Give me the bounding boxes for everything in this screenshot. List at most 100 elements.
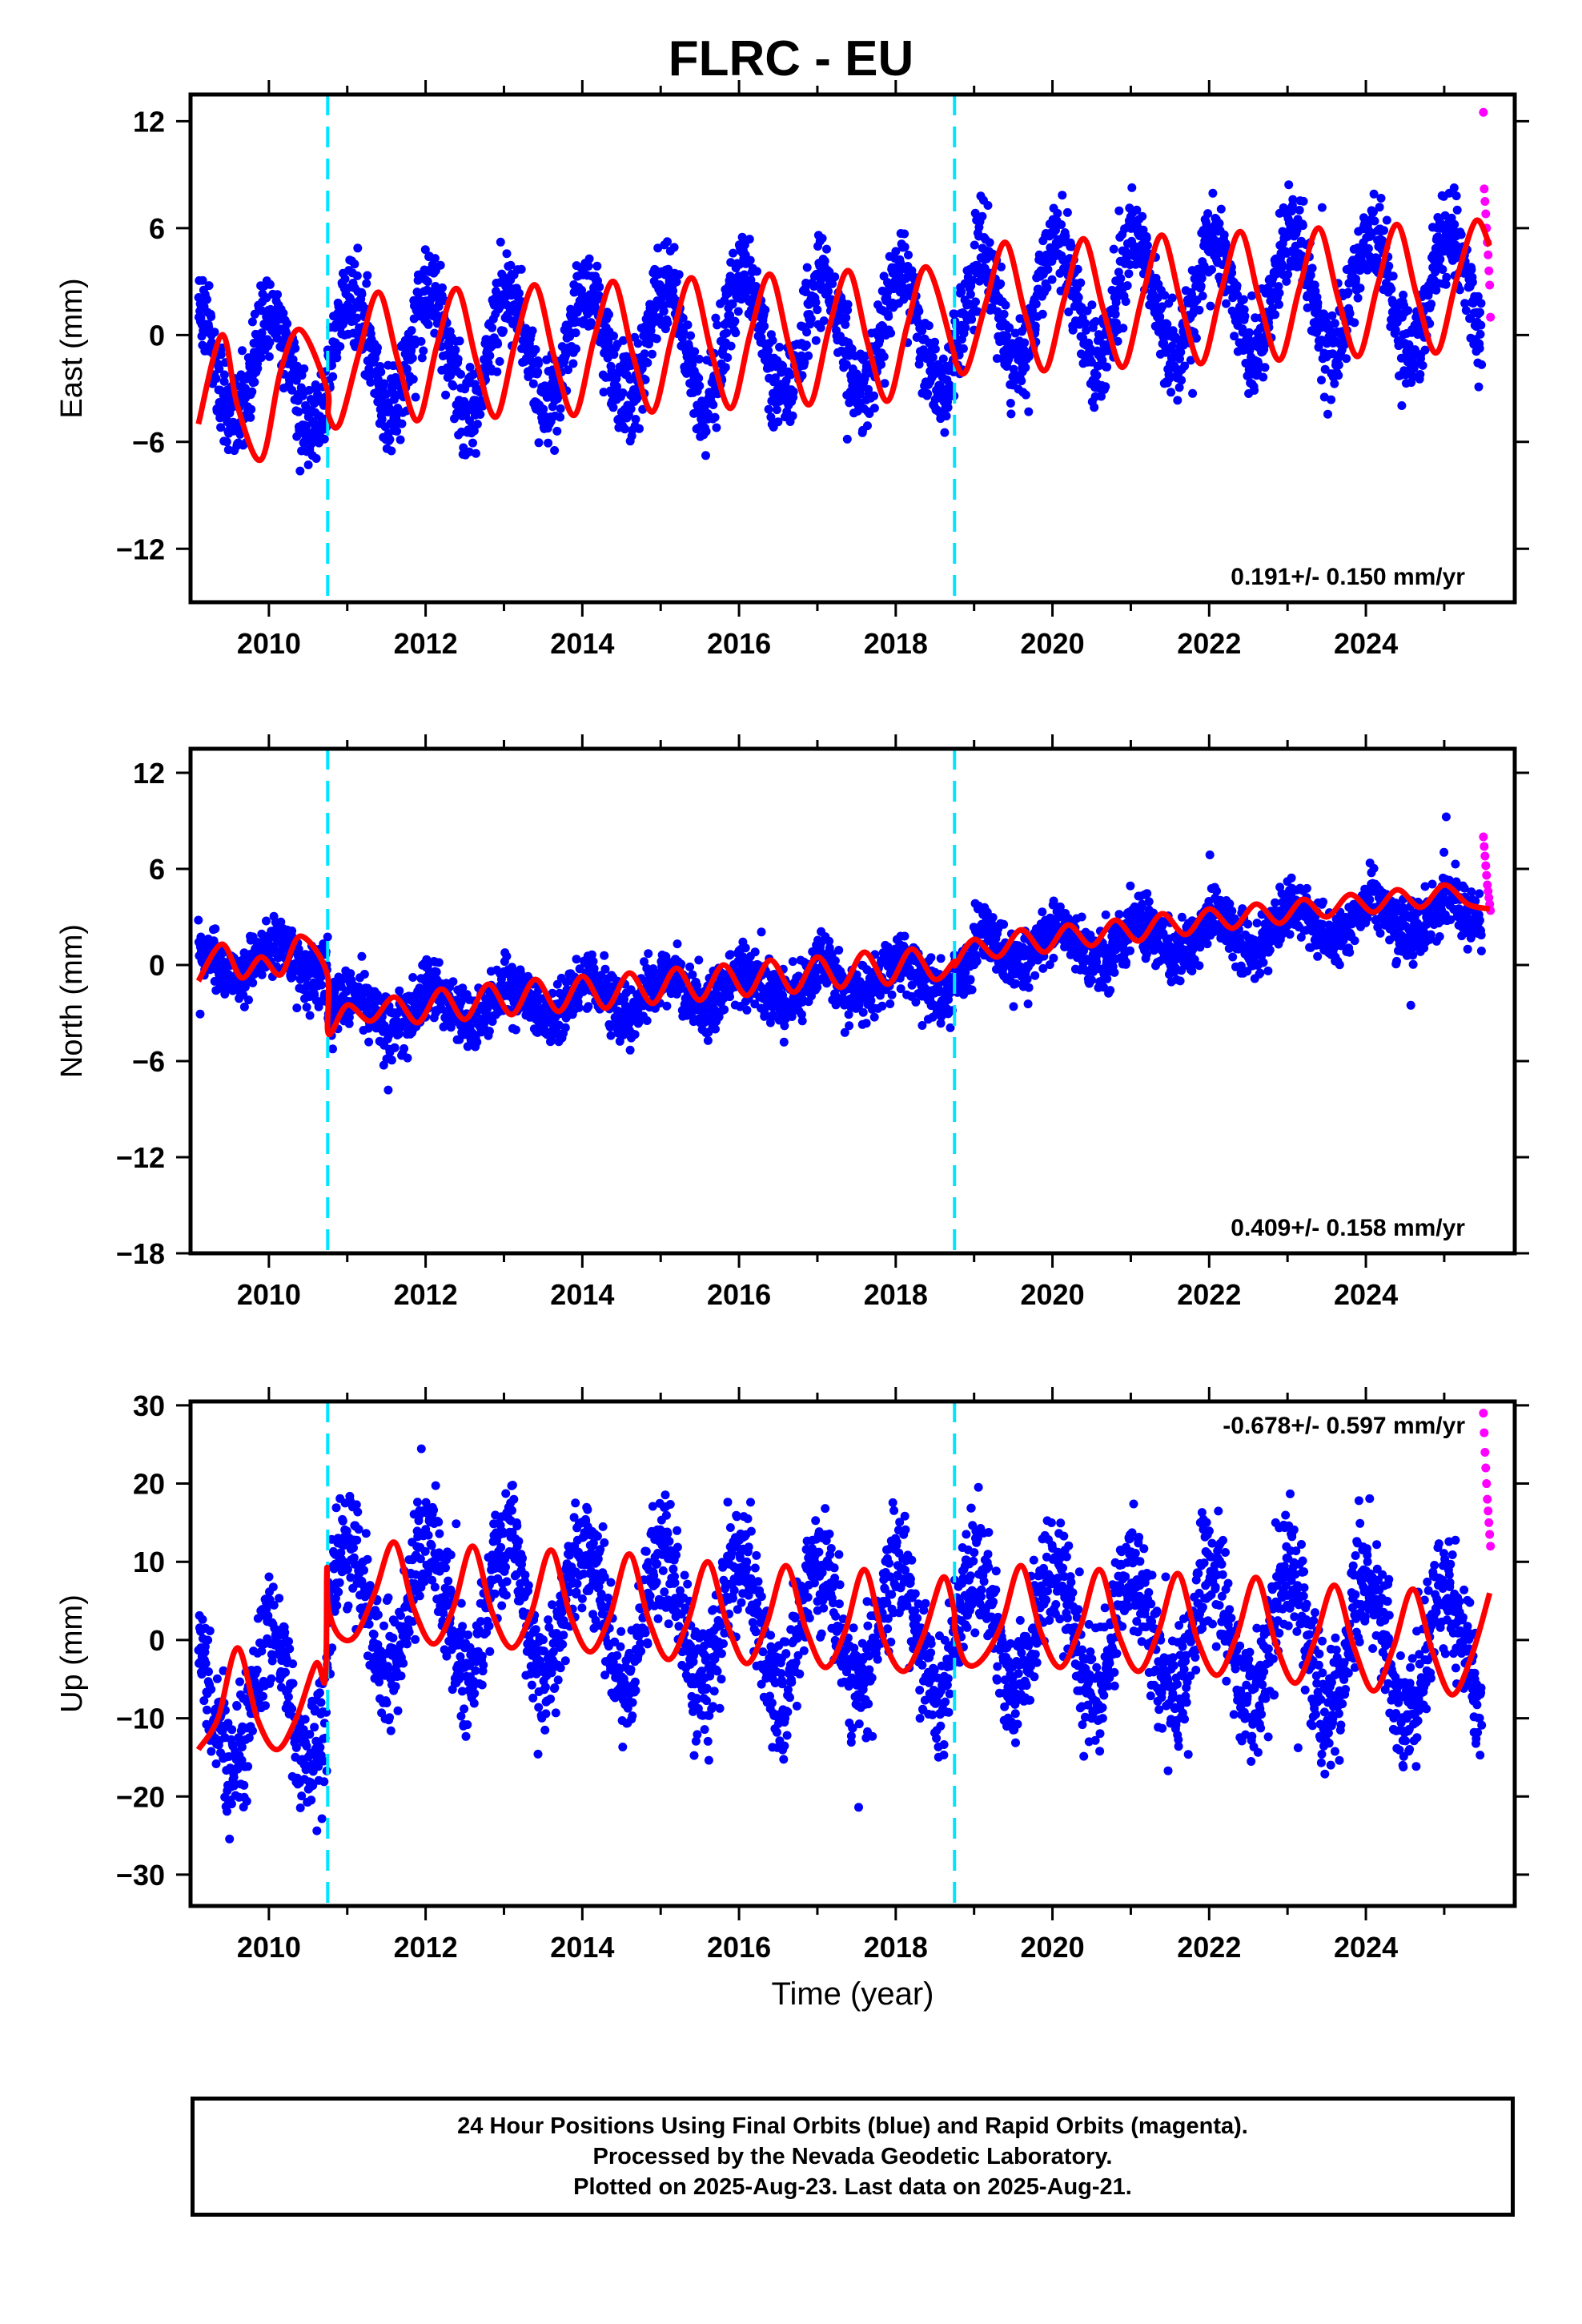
model-fit-line	[195, 217, 1492, 464]
final-orbit-point	[1250, 386, 1259, 395]
final-orbit-point	[633, 339, 643, 348]
final-orbit-point	[725, 950, 735, 959]
final-orbit-point	[1319, 392, 1329, 402]
final-orbit-point	[392, 427, 402, 436]
final-orbit-point	[1197, 274, 1207, 283]
final-orbit-point	[1431, 285, 1441, 295]
final-orbit-point	[1132, 205, 1142, 215]
final-orbit-point	[532, 1027, 542, 1037]
final-orbit-point	[662, 1001, 672, 1011]
final-orbit-point	[917, 326, 927, 336]
final-orbit-point	[246, 412, 255, 422]
final-orbit-point	[852, 369, 861, 379]
final-orbit-point	[779, 1037, 789, 1047]
final-orbit-point	[332, 353, 342, 363]
final-orbit-point	[811, 336, 821, 345]
final-orbit-point	[640, 349, 649, 359]
final-orbit-point	[1092, 371, 1102, 380]
final-orbit-point	[943, 403, 953, 412]
final-orbit-point	[957, 287, 966, 297]
final-orbit-point	[780, 1021, 789, 1031]
final-orbit-point	[288, 972, 297, 982]
final-orbit-point	[875, 336, 885, 345]
final-orbit-point	[693, 981, 702, 991]
final-orbit-point	[694, 955, 704, 965]
final-orbit-point	[1030, 321, 1040, 331]
final-orbit-point	[1334, 360, 1343, 370]
final-orbit-point	[930, 337, 939, 347]
final-orbit-point	[194, 915, 203, 925]
final-orbit-point	[1101, 382, 1110, 392]
final-orbit-point	[1320, 364, 1330, 374]
final-orbit-point	[496, 237, 505, 247]
final-orbit-point	[1053, 208, 1062, 218]
final-orbit-point	[528, 379, 538, 388]
final-orbit-point	[757, 927, 766, 937]
final-orbit-point	[292, 361, 302, 371]
final-orbit-point	[291, 376, 301, 385]
final-orbit-point	[319, 434, 329, 444]
final-orbit-point	[1429, 255, 1439, 264]
final-orbit-point	[1138, 211, 1147, 221]
final-orbit-point	[1142, 234, 1151, 243]
final-orbit-point	[1271, 310, 1280, 320]
rapid-orbit-point	[1480, 196, 1490, 206]
final-orbit-point	[1130, 242, 1139, 251]
final-orbit-point	[1219, 230, 1229, 239]
final-orbit-point	[1198, 292, 1207, 301]
final-orbit-point	[566, 304, 576, 314]
final-orbit-point	[403, 1053, 412, 1063]
final-orbit-point	[1239, 305, 1249, 315]
final-orbit-point	[247, 404, 256, 414]
final-orbit-point	[1058, 191, 1067, 200]
final-orbit-point	[372, 990, 382, 999]
final-orbit-point	[942, 412, 951, 420]
final-orbit-point	[694, 373, 704, 383]
final-orbit-point	[1116, 274, 1126, 283]
final-orbit-point	[534, 438, 544, 448]
final-orbit-point	[1006, 409, 1016, 419]
final-orbit-point	[1298, 221, 1307, 231]
final-orbit-point	[640, 375, 650, 384]
east-panel: 2010 2012 2014 2016 2018 2020 2022 2024−12−6061…	[55, 80, 1529, 660]
final-orbit-point	[408, 973, 418, 982]
final-orbit-point	[764, 404, 773, 414]
final-orbit-point	[1473, 292, 1483, 301]
final-orbit-point	[423, 277, 432, 287]
final-orbit-point	[737, 232, 747, 242]
final-orbit-point	[294, 407, 303, 416]
final-orbit-point	[588, 957, 598, 966]
final-orbit-point	[396, 435, 405, 444]
final-orbit-point	[742, 1005, 752, 1015]
final-orbit-point	[304, 385, 314, 395]
final-orbit-point	[1244, 328, 1254, 337]
final-orbit-point	[534, 359, 543, 368]
final-orbit-point	[1292, 226, 1302, 235]
final-orbit-point	[669, 286, 678, 296]
x-tick-label: 2012	[394, 627, 458, 660]
final-orbit-point	[772, 405, 781, 415]
final-orbit-point	[335, 342, 345, 352]
final-orbit-point	[923, 389, 933, 399]
final-orbit-point	[1317, 203, 1327, 212]
final-orbit-point	[966, 290, 975, 300]
final-orbit-point	[604, 310, 613, 320]
final-orbit-point	[1438, 265, 1447, 274]
final-orbit-point	[364, 1037, 374, 1047]
final-orbit-point	[302, 1003, 311, 1012]
final-orbit-point	[1450, 219, 1460, 229]
final-orbit-point	[359, 970, 369, 979]
final-orbit-point	[731, 328, 741, 338]
rapid-orbit-point	[1484, 266, 1494, 275]
final-orbit-point	[1476, 329, 1485, 339]
final-orbit-point	[1442, 272, 1452, 282]
final-orbit-point	[626, 404, 636, 414]
final-orbit-point	[1350, 318, 1359, 328]
final-orbit-point	[1327, 395, 1336, 404]
final-orbit-point	[539, 404, 548, 414]
final-orbit-point	[499, 326, 508, 336]
final-orbit-point	[685, 962, 695, 971]
final-orbit-point	[247, 387, 257, 396]
final-orbit-point	[432, 967, 441, 977]
final-orbit-point	[248, 978, 258, 987]
